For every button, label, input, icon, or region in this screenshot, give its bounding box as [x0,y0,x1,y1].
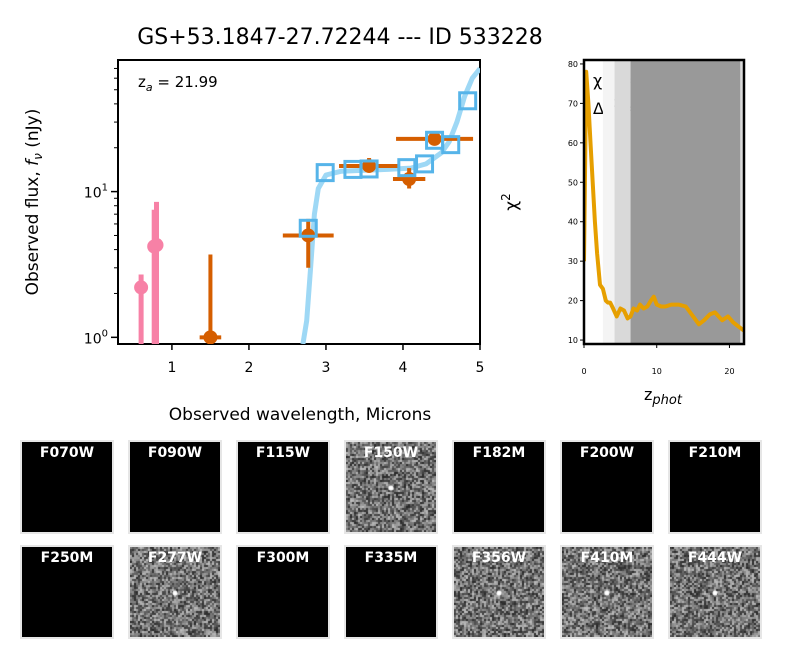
stamp-label: F090W [147,445,203,461]
stamp-f335m: F335M [344,545,438,639]
stamp-label: F335M [364,550,418,566]
stamp-f300m: F300M [236,545,330,639]
hst-point [149,238,164,253]
stamp-f444w: F444W [668,545,762,639]
stamp-image [562,547,652,637]
chi2-ytick-label: 50 [568,178,578,187]
sed-frame [117,59,481,345]
sed-ytick-label: 101 [84,183,108,202]
stamp-f115w: F115W [236,440,330,534]
model-photometry-square [458,91,478,111]
model-sed-line [300,66,480,344]
chi2-panel: χ2 zphot χ2min = 12.4 Δχ2 = 0.79 1020304… [499,58,746,408]
chi2-xtick-label: 20 [724,367,734,376]
chi2-ytick-label: 70 [568,99,578,108]
stamp-f200w: F200W [560,440,654,534]
sed-ytick-label: 100 [84,328,108,347]
stamp-label: F115W [255,445,311,461]
chi2-ytick-label: 40 [568,218,578,227]
stamp-image [670,547,760,637]
chi2-shaded-region [602,60,615,344]
chi2-ylabel: χ2 [499,193,522,210]
sed-xtick-label: 1 [167,360,176,376]
stamp-label: F250M [40,550,94,566]
sed-xtick-label: 5 [476,360,485,376]
model-photometry-square [415,154,435,174]
chi2-ytick-label: 60 [568,139,578,148]
sed-xtick-label: 2 [244,360,253,376]
figure-title: GS+53.1847-27.72244 --- ID 533228 [137,25,543,50]
stamp-f070w: F070W [20,440,114,534]
stamp-label: F356W [471,550,527,566]
chi2-shaded-region [740,60,744,344]
stamp-label: F070W [39,445,95,461]
model-photometry-square [298,218,318,238]
stamp-label: F410M [580,550,634,566]
stamp-label: F200W [579,445,635,461]
chi2-curve [584,69,744,333]
chi2-ytick-label: 30 [568,257,578,266]
chi2-xtick-label: 10 [652,367,662,376]
nircam-point [427,131,442,146]
hst-point [134,280,149,295]
stamp-image [130,547,220,637]
sed-ylabel: Observed flux, fν (nJy) [23,109,45,296]
sed-xtick-label: 4 [399,360,408,376]
chi2-frame [582,58,746,346]
chi2-ytick-label: 80 [568,60,578,69]
stamp-f250m: F250M [20,545,114,639]
stamp-label: F277W [147,550,203,566]
sed-xtick-label: 3 [321,360,330,376]
chi2-shaded-region [630,60,741,344]
model-photometry-square [315,163,335,183]
stamp-label: F444W [687,550,743,566]
model-photometry-square [359,159,379,179]
nircam-point [203,330,218,344]
stamp-label: F300M [256,550,310,566]
model-photometry-square [441,135,461,155]
stamp-f410m: F410M [560,545,654,639]
sed-panel: 1 2 3 4 5 100 101 Observed wavelength, Microns… [23,59,485,425]
chi2-ytick-label: 10 [568,336,578,345]
stamp-image [454,547,544,637]
model-photometry-square [397,158,417,178]
sed-xlabel: Observed wavelength, Microns [169,405,432,425]
stamp-f210m: F210M [668,440,762,534]
chi2-xtick-label: 0 [581,367,586,376]
sed-annotation: za = 21.99 [138,73,218,94]
stamp-f090w: F090W [128,440,222,534]
stamp-f150w: F150W [344,440,438,534]
chi2-plot-area [584,60,744,344]
stamp-image [346,442,436,532]
stamp-f182m: F182M [452,440,546,534]
chi2-shaded-region [614,60,631,344]
stamp-f277w: F277W [128,545,222,639]
chi2-xlabel: zphot [644,385,683,408]
stamp-label: F182M [472,445,526,461]
stamp-label: F210M [688,445,742,461]
stamp-f356w: F356W [452,545,546,639]
sed-plot-area [134,66,480,344]
chi2-ytick-label: 20 [568,297,578,306]
stamp-label: F150W [363,445,419,461]
